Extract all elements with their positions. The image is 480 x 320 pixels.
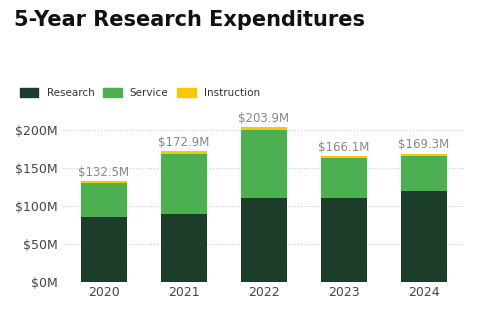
Text: 5-Year Research Expenditures: 5-Year Research Expenditures: [14, 10, 365, 30]
Bar: [81, 181, 127, 183]
Text: $169.3M: $169.3M: [398, 138, 450, 151]
Bar: [321, 198, 367, 282]
Bar: [401, 156, 447, 191]
Bar: [241, 127, 287, 131]
Bar: [321, 156, 367, 158]
Legend: Research, Service, Instruction: Research, Service, Instruction: [20, 88, 260, 99]
Bar: [241, 131, 287, 198]
Bar: [401, 191, 447, 282]
Text: $132.5M: $132.5M: [78, 166, 130, 179]
Bar: [241, 198, 287, 282]
Bar: [161, 154, 207, 213]
Text: $172.9M: $172.9M: [158, 136, 210, 148]
Text: $203.9M: $203.9M: [239, 112, 289, 125]
Bar: [161, 151, 207, 154]
Text: $166.1M: $166.1M: [318, 141, 370, 154]
Bar: [81, 217, 127, 282]
Bar: [161, 213, 207, 282]
Bar: [321, 158, 367, 198]
Bar: [81, 183, 127, 217]
Bar: [401, 154, 447, 156]
